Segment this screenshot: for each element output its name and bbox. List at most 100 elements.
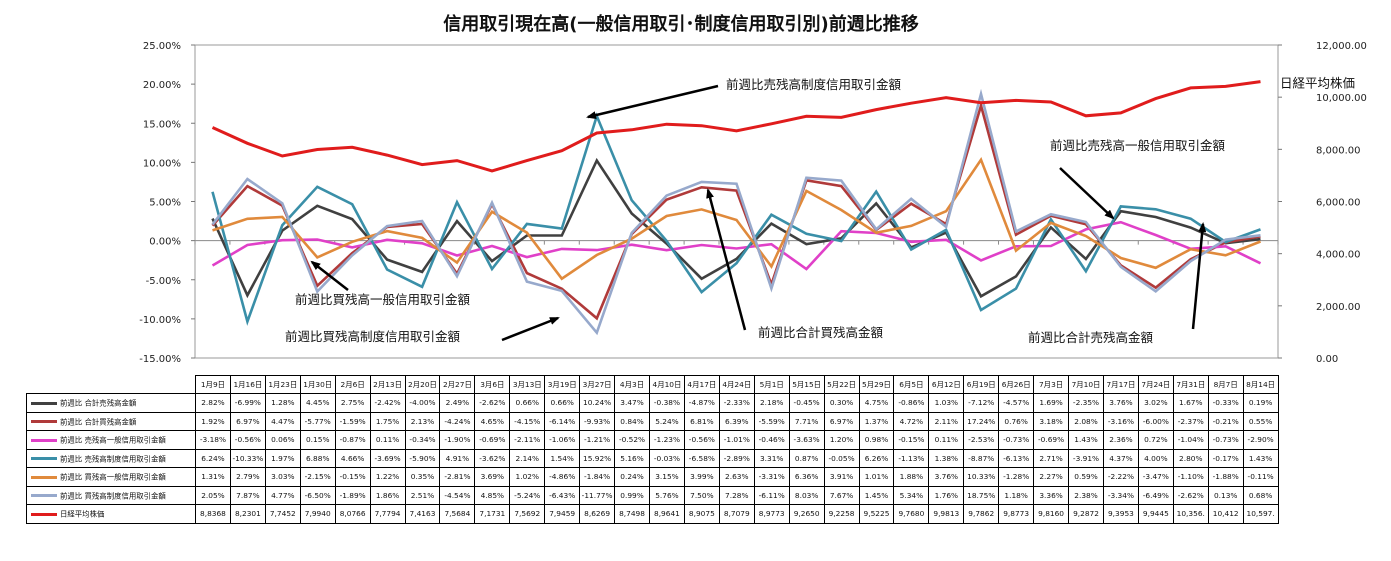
series-line-6 — [211, 80, 1261, 173]
x-tick-label: 2月20日 — [404, 375, 441, 394]
annotation-label-4: 前週比合計買残高金額 — [758, 325, 884, 340]
data-label: 1.88% — [893, 467, 930, 487]
x-tick-label: 3月6日 — [474, 375, 511, 394]
annotation-arrow-4 — [706, 188, 747, 331]
data-label: -3.34% — [1102, 485, 1139, 505]
data-label: -1.21% — [579, 430, 616, 450]
nikkei-series-label: 日経平均株価 — [1280, 76, 1355, 91]
data-label: 7,9459 — [544, 504, 581, 524]
data-label: -6.13% — [998, 448, 1035, 468]
data-label: 1.01% — [858, 467, 895, 487]
axes: -15.00% -10.00% -5.00% 0.00% 5.00% 10.00% 15.0… — [139, 41, 1367, 365]
y-left-tick-label: 10.00% — [143, 158, 181, 169]
x-tick-label: 3月19日 — [544, 375, 581, 394]
data-label: 3.76% — [928, 467, 965, 487]
data-label: 9,7680 — [893, 504, 930, 524]
data-label: 7,5692 — [509, 504, 546, 524]
data-label: -6.14% — [544, 411, 581, 431]
table-row: 前週比 買残高制度信用取引金額 2.05% 7.87% 4.77% -6.50% -1.8… — [26, 485, 1279, 505]
data-label: -1.23% — [648, 430, 685, 450]
data-label: -2.81% — [439, 467, 476, 487]
data-label: -0.69% — [1033, 430, 1070, 450]
data-label: 4.77% — [264, 485, 301, 505]
data-label: -0.86% — [893, 393, 930, 413]
data-label: 7.71% — [788, 411, 825, 431]
data-label: 8,8368 — [195, 504, 231, 524]
data-label: 2.27% — [1033, 467, 1070, 487]
data-label: -10.33% — [229, 448, 266, 468]
data-label: -0.21% — [1207, 411, 1244, 431]
legend-entry: 前週比 買残高一般信用取引金額 — [26, 467, 196, 487]
x-tick-label: 1月9日 — [195, 375, 231, 394]
data-label: 8,6269 — [579, 504, 616, 524]
data-label: -0.38% — [648, 393, 685, 413]
series-line-5 — [211, 88, 1261, 336]
x-tick-label: 1月16日 — [229, 375, 266, 394]
data-label: 17.24% — [963, 411, 1000, 431]
y-left-tick-label: -5.00% — [146, 276, 181, 287]
data-label: 2.11% — [928, 411, 965, 431]
x-tick-label: 3月27日 — [579, 375, 616, 394]
data-label: 5.34% — [893, 485, 930, 505]
data-label: 0.98% — [858, 430, 895, 450]
data-label: 1.67% — [1172, 393, 1209, 413]
data-label: 1.76% — [928, 485, 965, 505]
data-label: 3.47% — [614, 393, 650, 413]
table-row: 前週比 合計売残高金額 2.82% -6.99% 1.28% 4.45% 2.75% -2.… — [26, 393, 1279, 413]
data-label: 10.24% — [579, 393, 616, 413]
data-label: -3.18% — [195, 430, 231, 450]
data-label: -1.04% — [1172, 430, 1209, 450]
data-label: -6.58% — [683, 448, 720, 468]
data-label: -5.90% — [404, 448, 441, 468]
data-label: -0.34% — [404, 430, 441, 450]
data-label: -2.37% — [1172, 411, 1209, 431]
data-label: 9,9813 — [928, 504, 965, 524]
data-label: -2.62% — [474, 393, 511, 413]
table-row: 日経平均株価 8,8368 8,2301 7,7452 7,9940 8,0766 7,77… — [26, 504, 1279, 524]
data-label: -6.99% — [229, 393, 266, 413]
data-label: 6.26% — [858, 448, 895, 468]
data-label: -0.45% — [788, 393, 825, 413]
data-label: -3.91% — [1068, 448, 1104, 468]
legend-label: 日経平均株価 — [60, 509, 105, 519]
legend-label: 前週比 合計売残高金額 — [60, 398, 137, 408]
x-tick-label: 1月23日 — [264, 375, 301, 394]
y-right-tick-label: 6,000.00 — [1316, 198, 1361, 209]
data-label: -6.00% — [1137, 411, 1174, 431]
data-label: 7.28% — [718, 485, 755, 505]
legend-swatch — [31, 512, 57, 516]
data-label: 0.59% — [1068, 467, 1104, 487]
data-label: 6.39% — [718, 411, 755, 431]
data-label: -6.50% — [299, 485, 336, 505]
annotation-arrow-3 — [501, 316, 560, 342]
x-tick-label: 5月22日 — [823, 375, 860, 394]
data-label: 3.18% — [1033, 411, 1070, 431]
data-label: -2.33% — [718, 393, 755, 413]
x-tick-label: 4月17日 — [683, 375, 720, 394]
data-label: -1.89% — [334, 485, 371, 505]
data-label: -2.53% — [963, 430, 1000, 450]
legend-entry: 日経平均株価 — [26, 504, 196, 524]
data-label: 9,8773 — [998, 504, 1035, 524]
data-label: -2.89% — [718, 448, 755, 468]
legend-swatch — [31, 438, 57, 442]
data-label: 1.92% — [195, 411, 231, 431]
data-label: 1.37% — [858, 411, 895, 431]
data-label: -0.33% — [1207, 393, 1244, 413]
annotation-label-0: 前週比売残高制度信用取引金額 — [726, 77, 902, 92]
series-line-3 — [211, 112, 1261, 326]
data-label: -0.73% — [998, 430, 1035, 450]
data-label: 3.02% — [1137, 393, 1174, 413]
data-label: -0.46% — [753, 430, 790, 450]
data-label: 9,2872 — [1068, 504, 1104, 524]
x-tick-label: 7月17日 — [1102, 375, 1139, 394]
data-label: -1.06% — [544, 430, 581, 450]
legend-entry: 前週比 売残高制度信用取引金額 — [26, 448, 196, 468]
x-tick-label: 8月14日 — [1242, 375, 1279, 394]
data-label: 1.75% — [369, 411, 406, 431]
data-label: 3.03% — [264, 467, 301, 487]
data-label: 2.80% — [1172, 448, 1209, 468]
data-label: 0.30% — [823, 393, 860, 413]
data-label: 6.97% — [823, 411, 860, 431]
data-label: 0.87% — [788, 448, 825, 468]
